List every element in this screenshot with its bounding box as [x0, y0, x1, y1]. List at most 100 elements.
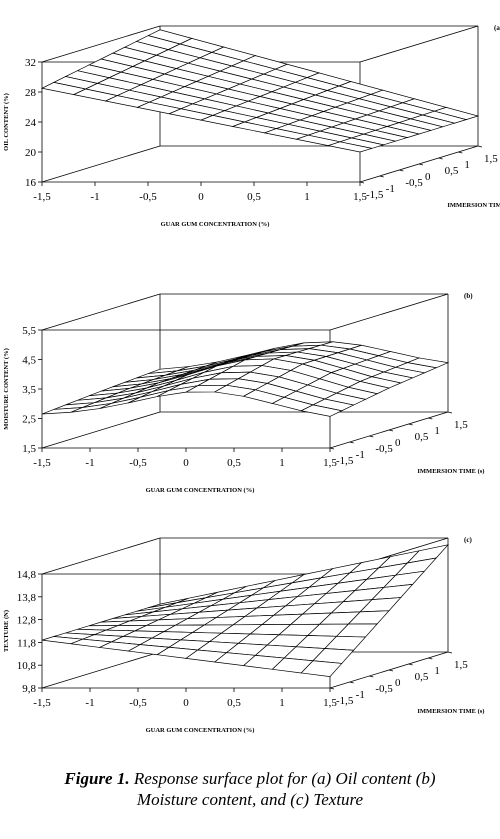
box-y-edge	[359, 25, 479, 63]
x-tick-label: -1	[85, 457, 94, 469]
figure-label: Figure 1.	[64, 769, 130, 788]
caption-line-1: Figure 1. Response surface plot for (a) …	[0, 768, 500, 789]
y-tick-label: -1,5	[366, 189, 384, 201]
box-y-edge	[41, 537, 161, 575]
x-tick-label: 1,5	[323, 697, 337, 709]
z-tick-label: 4,5	[22, 355, 36, 367]
x-tick-label: 0	[183, 457, 189, 469]
x-tick-label: -1,5	[33, 457, 51, 469]
z-tick-label: 28	[25, 87, 37, 99]
y-tick-mark	[458, 151, 463, 154]
x-axis-title: GUAR GUM CONCENTRATION (%)	[161, 221, 270, 228]
z-tick-label: 5,5	[22, 325, 36, 337]
y-tick-label: 1	[434, 665, 440, 677]
x-tick-label: -0,5	[129, 697, 147, 709]
y-tick-label: 1	[434, 425, 440, 437]
y-tick-mark	[369, 675, 374, 678]
z-tick-label: 13,8	[17, 592, 37, 604]
z-tick-label: 12,8	[17, 615, 37, 627]
z-axis-title: MOISTURE CONTENT (%)	[3, 348, 10, 430]
box-y-edge	[41, 411, 161, 449]
z-tick-label: 14,8	[17, 569, 37, 581]
panel-label: (a)	[494, 24, 500, 32]
box-y-edge	[41, 25, 161, 63]
y-axis-title: IMMERSION TIME (s)	[417, 708, 484, 715]
z-tick-label: 20	[25, 147, 37, 159]
figure-caption: Figure 1. Response surface plot for (a) …	[0, 768, 500, 810]
z-tick-label: 24	[25, 117, 37, 129]
y-tick-mark	[359, 181, 365, 184]
y-tick-label: -0,5	[375, 443, 393, 455]
y-tick-mark	[418, 163, 424, 166]
box-y-edge	[41, 145, 161, 183]
surface-cell	[300, 660, 343, 677]
y-tick-mark	[428, 417, 433, 420]
y-tick-mark	[408, 663, 413, 666]
y-tick-label: -1	[386, 183, 395, 195]
y-tick-mark	[349, 681, 354, 684]
z-axis-title: OIL CONTENT (%)	[3, 93, 10, 151]
x-tick-label: -0,5	[139, 191, 157, 203]
y-axis-title: IMMERSION TIME (s)	[417, 468, 484, 475]
y-tick-mark	[388, 669, 394, 672]
y-tick-mark	[447, 651, 453, 654]
x-axis-title: GUAR GUM CONCENTRATION (%)	[146, 727, 255, 734]
x-tick-label: 0	[198, 191, 204, 203]
y-tick-mark	[369, 435, 374, 438]
x-tick-label: -1	[90, 191, 99, 203]
x-tick-label: 0,5	[247, 191, 261, 203]
y-tick-mark	[438, 157, 443, 160]
y-tick-label: 0,5	[445, 165, 459, 177]
y-tick-mark	[388, 429, 394, 432]
y-tick-label: 0,5	[415, 671, 429, 683]
x-tick-label: 1,5	[353, 191, 367, 203]
z-tick-label: 3,5	[22, 384, 36, 396]
panel-label: (c)	[464, 536, 472, 544]
z-tick-label: 32	[25, 57, 36, 69]
y-tick-label: -1,5	[336, 695, 354, 707]
x-tick-label: -1,5	[33, 191, 51, 203]
z-tick-label: 16	[25, 177, 37, 189]
z-tick-label: 11,8	[17, 637, 36, 649]
x-tick-label: 0,5	[227, 457, 241, 469]
y-tick-label: -1	[356, 449, 365, 461]
x-tick-label: 1	[279, 697, 285, 709]
y-tick-label: 1,5	[454, 659, 468, 671]
y-tick-label: 1,5	[484, 153, 498, 165]
x-tick-label: -1	[85, 697, 94, 709]
y-tick-label: -1	[356, 689, 365, 701]
y-tick-label: 1,5	[454, 419, 468, 431]
surface-cell	[326, 141, 372, 153]
y-tick-mark	[329, 447, 335, 450]
y-tick-label: 1	[464, 159, 470, 171]
y-tick-mark	[408, 423, 413, 426]
x-tick-label: 1	[304, 191, 310, 203]
box-y-edge	[329, 293, 449, 331]
y-tick-label: 0,5	[415, 431, 429, 443]
surface-plot-1: 1,52,53,54,55,5-1,5 -1 -0,5 0 0,5 1 1,5 -1,5 -1-…	[3, 292, 484, 494]
surface-cell	[300, 404, 343, 417]
y-tick-label: 0	[395, 677, 401, 689]
panel-label: (b)	[464, 292, 473, 300]
y-tick-mark	[329, 687, 335, 690]
x-tick-label: 0	[183, 697, 189, 709]
y-tick-label: 0	[425, 171, 431, 183]
z-tick-label: 9,8	[22, 683, 36, 695]
y-axis-title: IMMERSION TIME (s)	[447, 202, 500, 209]
box-y-edge	[41, 651, 161, 689]
z-tick-label: 10,8	[17, 660, 37, 672]
x-axis-title: GUAR GUM CONCENTRATION (%)	[146, 487, 255, 494]
y-tick-label: -0,5	[375, 683, 393, 695]
z-tick-label: 1,5	[22, 443, 36, 455]
z-tick-label: 2,5	[22, 414, 36, 426]
y-tick-mark	[379, 175, 384, 178]
x-tick-label: 1	[279, 457, 285, 469]
y-tick-label: 0	[395, 437, 401, 449]
caption-text-1: Response surface plot for (a) Oil conten…	[129, 769, 436, 788]
x-tick-label: 0,5	[227, 697, 241, 709]
y-tick-mark	[399, 169, 404, 172]
y-tick-label: -0,5	[405, 177, 423, 189]
y-tick-mark	[428, 657, 433, 660]
